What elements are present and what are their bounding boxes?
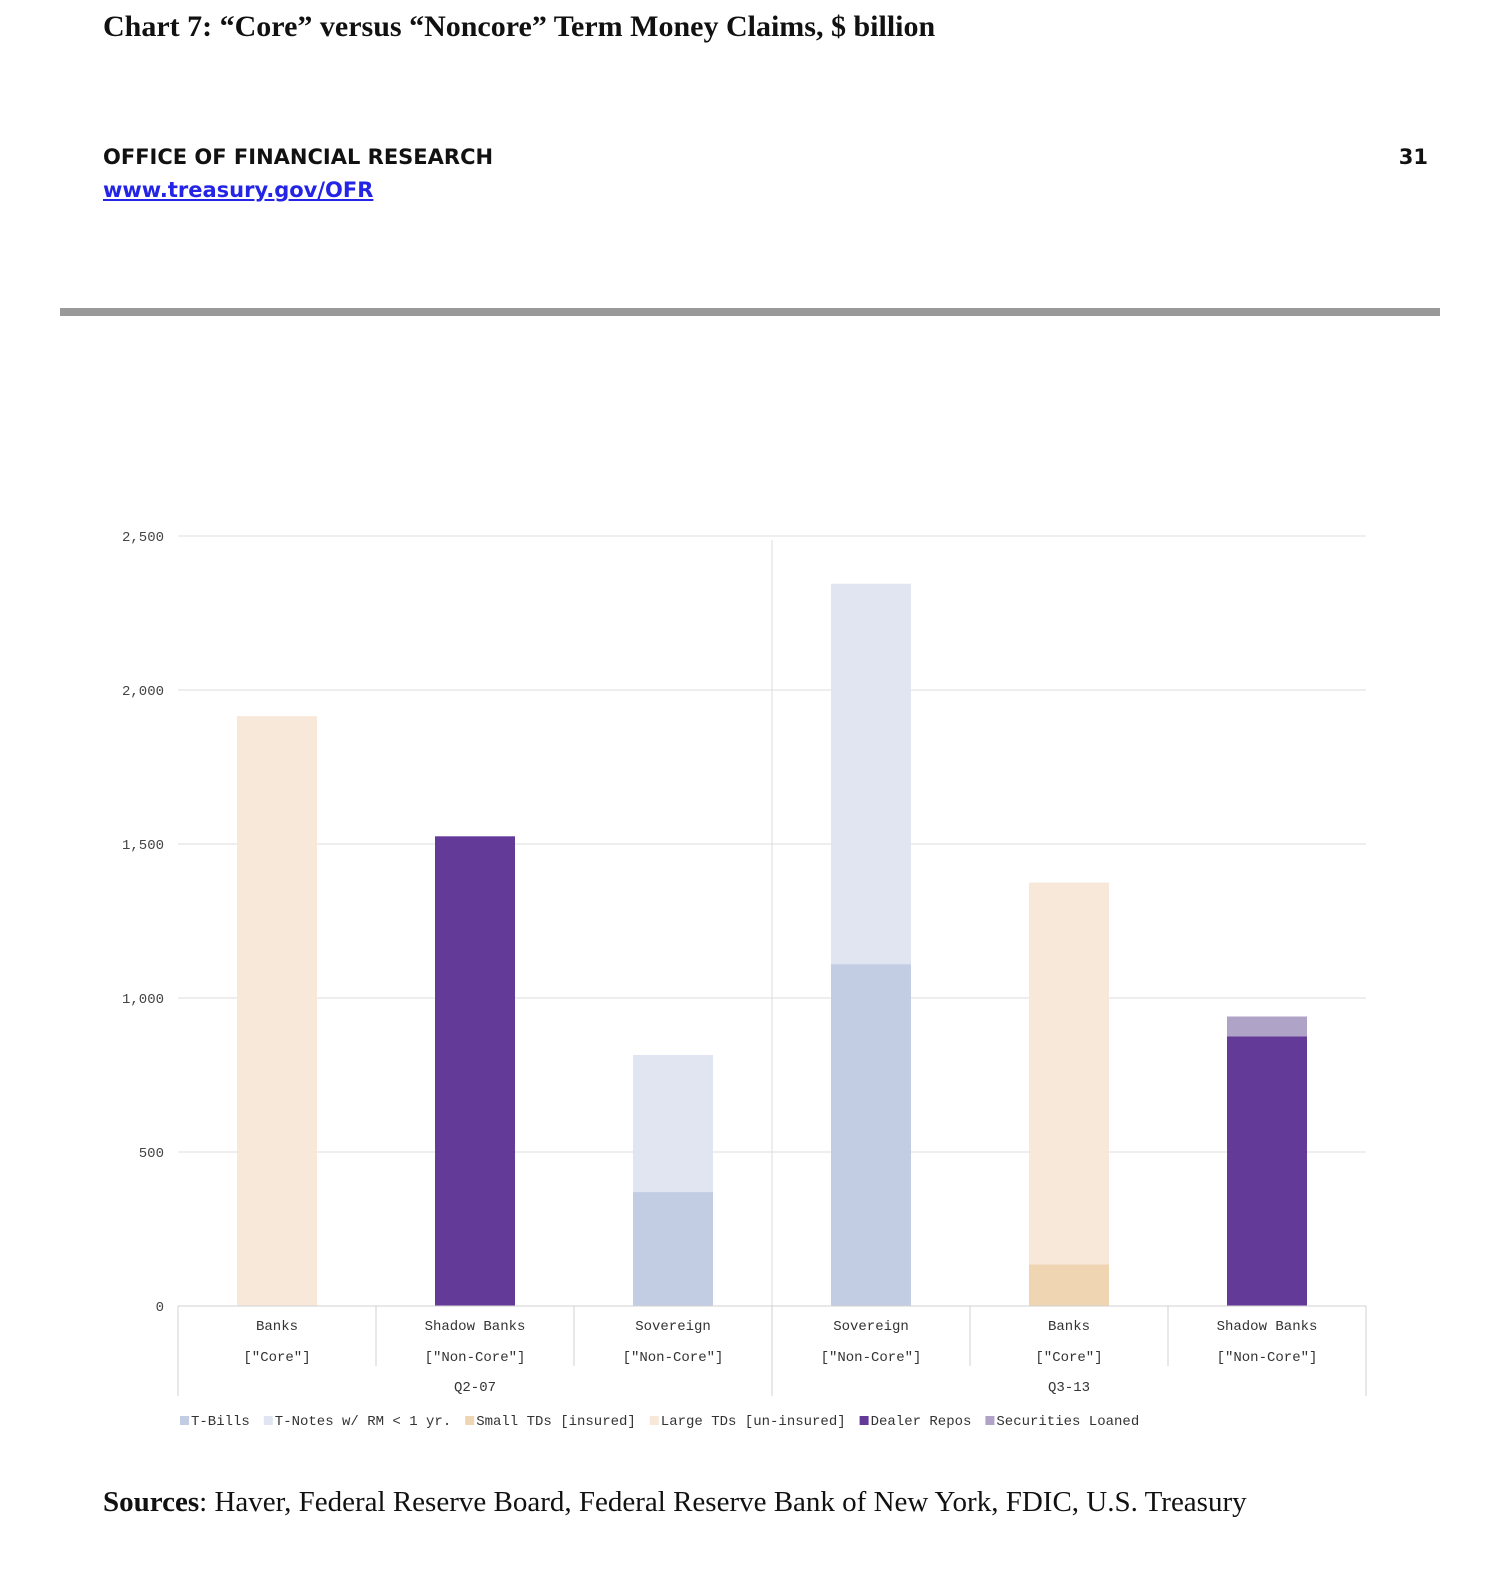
header-divider — [60, 308, 1440, 316]
bars — [237, 583, 1307, 1306]
organization-name: OFFICE OF FINANCIAL RESEARCH — [103, 145, 494, 169]
x-category-label: Shadow Banks — [425, 1319, 526, 1335]
x-category-label: Banks — [256, 1319, 298, 1335]
legend-swatch — [465, 1416, 475, 1425]
y-tick-label: 2,000 — [122, 684, 164, 700]
legend-label: Small TDs [insured] — [476, 1414, 636, 1430]
bar-segment — [435, 836, 515, 1306]
y-tick-label: 0 — [156, 1300, 164, 1316]
bar-segment — [831, 964, 911, 1306]
x-group-label: Q3-13 — [1048, 1380, 1090, 1396]
bar-segment — [237, 716, 317, 1306]
legend-label: Securities Loaned — [996, 1414, 1139, 1430]
x-category-label: Sovereign — [833, 1319, 909, 1335]
y-tick-label: 2,500 — [122, 530, 164, 546]
bar-segment — [633, 1192, 713, 1306]
bar-segment — [1227, 1016, 1307, 1037]
bar-segment — [1029, 882, 1109, 1265]
legend-swatch — [180, 1416, 189, 1425]
x-category-tag: ["Core"] — [1035, 1350, 1102, 1366]
bar-segment — [1029, 1264, 1109, 1306]
y-tick-label: 1,500 — [122, 838, 164, 854]
legend-swatch — [649, 1416, 659, 1425]
x-group-label: Q2-07 — [454, 1380, 496, 1396]
sources-note: Sources: Haver, Federal Reserve Board, F… — [103, 1486, 1247, 1519]
bar-segment — [831, 583, 911, 965]
y-tick-label: 500 — [139, 1146, 164, 1162]
organization-url-link[interactable]: www.treasury.gov/OFR — [103, 178, 374, 202]
legend: T-Bills T-Notes w/ RM < 1 yr. Small TDs [i… — [180, 1414, 1139, 1430]
x-category-tag: ["Non-Core"] — [821, 1350, 922, 1366]
gridlines — [178, 535, 1366, 1396]
x-category-label: Shadow Banks — [1217, 1319, 1318, 1335]
bar-segment — [633, 1054, 713, 1193]
x-category-tag: ["Core"] — [243, 1350, 310, 1366]
legend-label: Dealer Repos — [871, 1414, 972, 1430]
legend-swatch — [859, 1416, 869, 1425]
sources-label: Sources — [103, 1486, 200, 1518]
x-category-tag: ["Non-Core"] — [425, 1350, 526, 1366]
x-category-tag: ["Non-Core"] — [623, 1350, 724, 1366]
stacked-bar-chart: 0 500 1,000 1,500 2,000 2,500 Banks ["Core"] Sh… — [122, 530, 1367, 1430]
sources-list: : Haver, Federal Reserve Board, Federal … — [199, 1486, 1247, 1518]
legend-swatch — [263, 1416, 273, 1425]
legend-swatch — [985, 1416, 995, 1425]
legend-label: T-Bills — [191, 1414, 250, 1430]
x-category-tag: ["Non-Core"] — [1217, 1350, 1318, 1366]
legend-label: T-Notes w/ RM < 1 yr. — [275, 1414, 451, 1430]
chart-title: Chart 7: “Core” versus “Noncore” Term Mo… — [103, 10, 936, 43]
page-number: 31 — [1398, 145, 1428, 169]
x-category-label: Sovereign — [635, 1319, 711, 1335]
y-axis-tick-labels: 0 500 1,000 1,500 2,000 2,500 — [122, 530, 164, 1316]
bar-segment — [1227, 1036, 1307, 1306]
x-category-label: Banks — [1048, 1319, 1090, 1335]
legend-label: Large TDs [un-insured] — [661, 1414, 846, 1430]
x-axis: Banks ["Core"] Shadow Banks ["Non-Core"] Sov… — [177, 1305, 1367, 1396]
y-tick-label: 1,000 — [122, 992, 164, 1008]
